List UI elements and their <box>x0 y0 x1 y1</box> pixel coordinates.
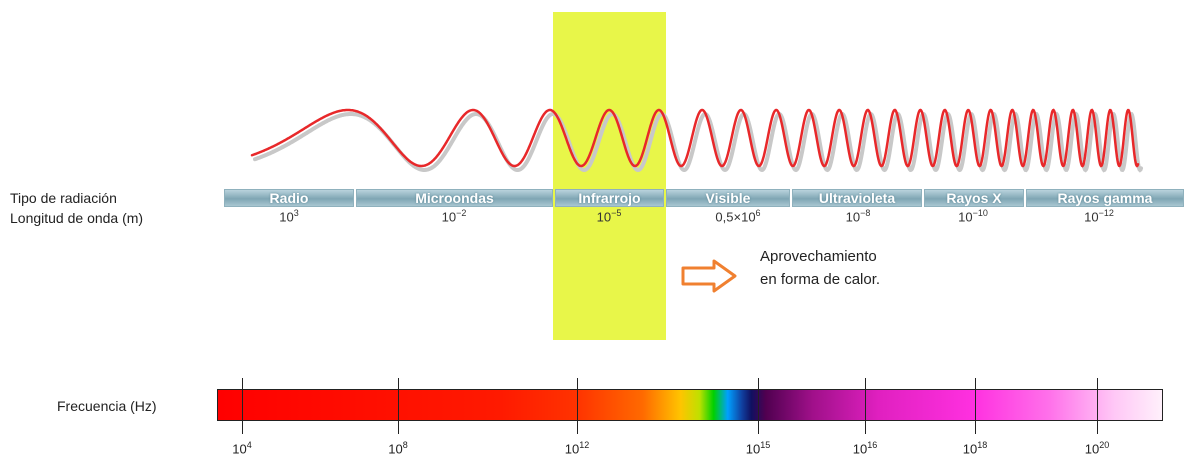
frequency-label: Frecuencia (Hz) <box>57 398 157 414</box>
frequency-base: 10 <box>232 441 247 457</box>
wavelength-microondas: 10−2 <box>424 208 484 224</box>
wavelength-base: 10 <box>596 209 612 225</box>
band-microondas: Microondas <box>356 189 553 207</box>
wavelength-base: 10 <box>1084 209 1099 225</box>
frequency-exponent: 18 <box>977 440 988 450</box>
band-radio: Radio <box>224 189 354 207</box>
band-rayos-x: Rayos X <box>924 189 1024 207</box>
wavelength-base: 10 <box>441 209 457 225</box>
frequency-tick <box>242 378 243 434</box>
wavelength-exponent: −5 <box>611 208 622 218</box>
wavelength-rayos-x: 10−10 <box>938 208 1008 224</box>
frequency-base: 10 <box>564 441 580 457</box>
frequency-value: 1018 <box>963 440 987 456</box>
frequency-base: 10 <box>852 441 868 457</box>
frequency-value: 1012 <box>565 440 589 456</box>
wavelength-infrarrojo: 10−5 <box>579 208 639 224</box>
wavelength-exponent: 6 <box>755 208 761 218</box>
wavelength-base: 0,5×10 <box>715 209 756 225</box>
radiation-type-label: Tipo de radiación <box>10 190 117 206</box>
wavelength-rayos-gamma: 10−12 <box>1064 208 1134 224</box>
frequency-tick <box>398 378 399 434</box>
frequency-exponent: 12 <box>579 440 590 450</box>
wavelength-visible: 0,5×106 <box>688 208 788 224</box>
frequency-value: 1020 <box>1085 440 1109 456</box>
heat-arrow-icon <box>681 259 737 293</box>
frequency-exponent: 4 <box>246 440 252 450</box>
frequency-value: 104 <box>232 440 251 456</box>
wave-line <box>250 108 1140 168</box>
wavelength-ultravioleta: 10−8 <box>828 208 888 224</box>
wavelength-label: Longitud de onda (m) <box>10 210 144 226</box>
infrared-highlight <box>553 12 666 340</box>
frequency-exponent: 15 <box>760 440 771 450</box>
wavelength-radio: 103 <box>259 208 319 224</box>
band-visible: Visible <box>666 189 790 207</box>
frequency-tick <box>577 378 578 434</box>
frequency-base: 10 <box>962 441 978 457</box>
frequency-base: 10 <box>1084 441 1100 457</box>
band-infrarrojo: Infrarrojo <box>555 189 664 207</box>
frequency-value: 1015 <box>746 440 770 456</box>
frequency-tick <box>758 378 759 434</box>
band-ultravioleta: Ultravioleta <box>792 189 922 207</box>
band-rayos-gamma: Rayos gamma <box>1026 189 1184 207</box>
wavelength-exponent: −8 <box>860 208 871 218</box>
wavelength-exponent: 3 <box>293 208 299 218</box>
heat-note-line2: en forma de calor. <box>760 271 881 288</box>
wavelength-base: 10 <box>279 209 294 225</box>
wave-graphic <box>250 108 1143 173</box>
frequency-tick <box>1097 378 1098 434</box>
frequency-base: 10 <box>388 441 403 457</box>
frequency-tick <box>865 378 866 434</box>
frequency-exponent: 20 <box>1099 440 1110 450</box>
frequency-base: 10 <box>745 441 761 457</box>
wavelength-base: 10 <box>958 209 973 225</box>
frequency-tick <box>975 378 976 434</box>
frequency-value: 108 <box>388 440 407 456</box>
wavelength-exponent: −10 <box>972 208 988 218</box>
frequency-color-bar <box>217 389 1163 421</box>
frequency-exponent: 8 <box>402 440 408 450</box>
wavelength-base: 10 <box>845 209 861 225</box>
wavelength-exponent: −12 <box>1098 208 1114 218</box>
heat-note-line1: Aprovechamiento <box>760 248 877 265</box>
wavelength-exponent: −2 <box>456 208 467 218</box>
frequency-value: 1016 <box>853 440 877 456</box>
frequency-exponent: 16 <box>867 440 878 450</box>
